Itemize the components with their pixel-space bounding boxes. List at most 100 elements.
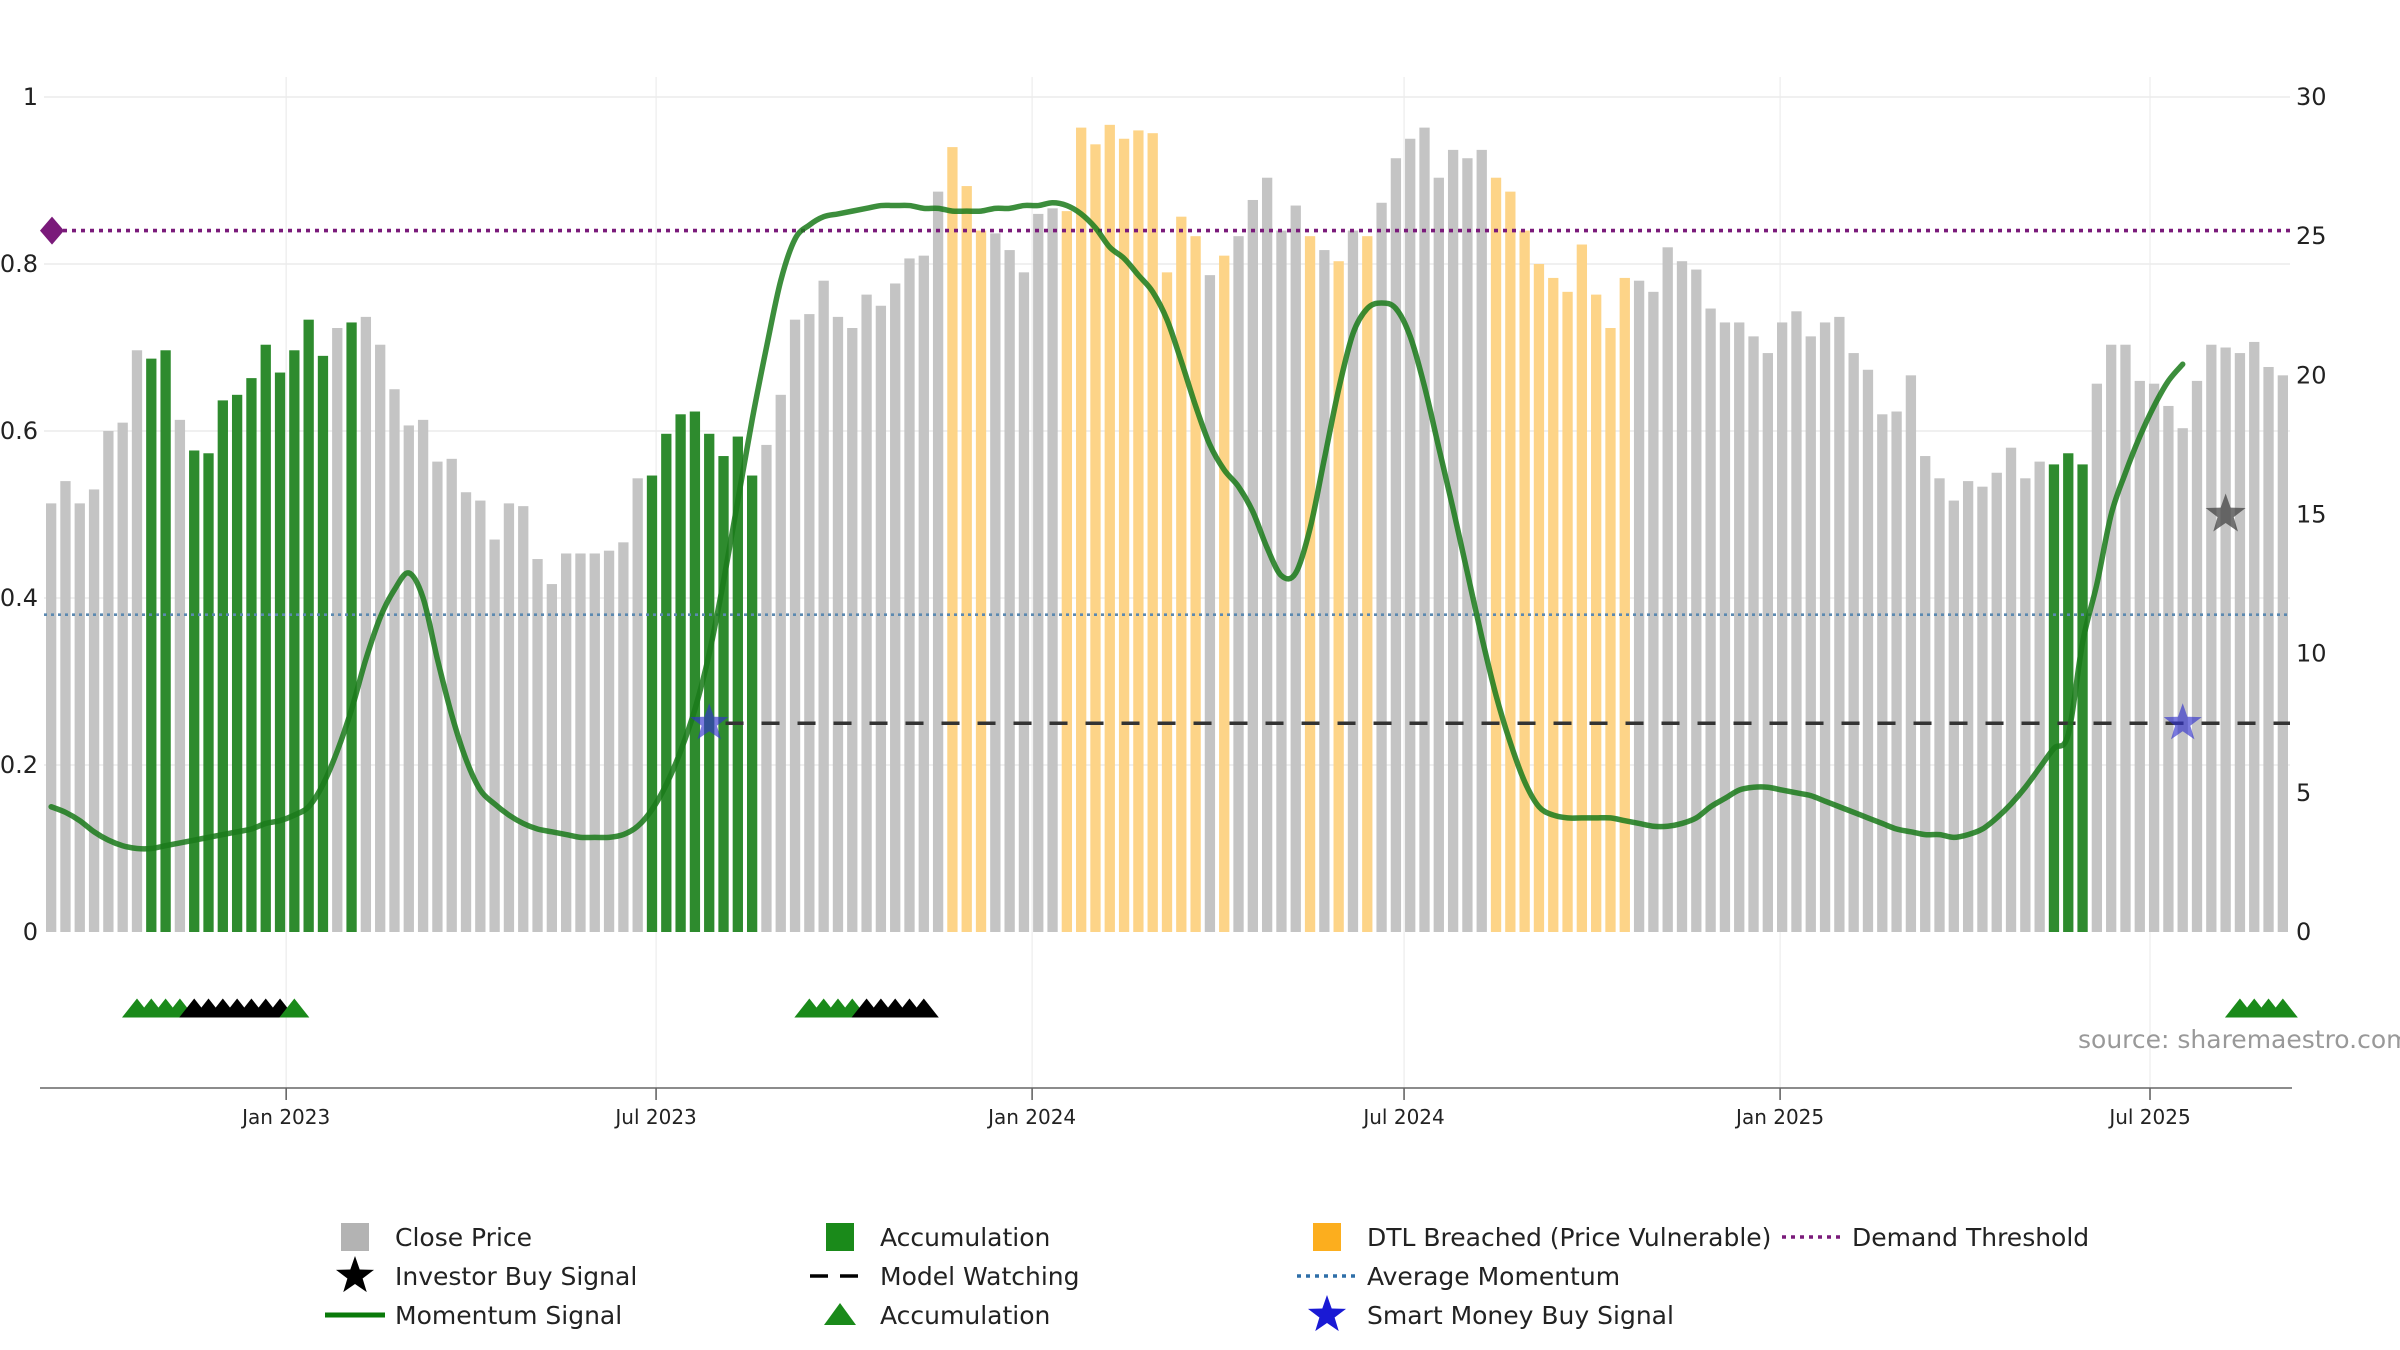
legend-entry: Close Price <box>341 1223 532 1252</box>
bar <box>1147 133 1158 932</box>
bar <box>289 350 300 932</box>
bar <box>1118 138 1130 932</box>
bar <box>847 328 858 932</box>
bar <box>990 233 1001 933</box>
bar <box>904 258 915 932</box>
bar <box>174 419 186 932</box>
left-tick-label: 0 <box>23 918 38 946</box>
bar <box>561 553 572 932</box>
bar <box>1333 261 1344 932</box>
legend-swatch-triangle <box>824 1303 856 1325</box>
bar <box>789 319 801 933</box>
bar <box>1233 236 1244 932</box>
bar <box>689 411 701 932</box>
bar <box>360 316 372 933</box>
bar <box>1405 138 1416 932</box>
bar <box>1691 269 1702 933</box>
bar <box>74 503 85 932</box>
left-tick-label: 1 <box>23 83 38 111</box>
bar <box>1490 177 1502 932</box>
bar <box>160 350 171 932</box>
bar <box>589 553 600 932</box>
bar <box>1562 291 1573 932</box>
bar <box>203 453 214 932</box>
bar <box>1905 375 1917 932</box>
bar <box>804 314 815 933</box>
bar <box>1548 277 1559 933</box>
bar <box>1576 244 1588 932</box>
bar <box>1791 311 1802 933</box>
bar <box>1219 255 1230 932</box>
bar <box>2220 347 2231 932</box>
bar <box>1376 202 1387 932</box>
legend-label: DTL Breached (Price Vulnerable) <box>1367 1223 1771 1252</box>
investor-triangle <box>908 998 939 1018</box>
tick-labels: Jan 2023 Jul 2023 Jan 2024 Jul 2024 Jan 2025… <box>0 83 2327 1129</box>
bar <box>932 191 944 933</box>
bar <box>1834 316 1845 933</box>
bar <box>1734 322 1745 932</box>
bar <box>503 503 515 932</box>
bar <box>2177 428 2188 932</box>
bar <box>2191 380 2203 932</box>
legend-entry: Smart Money Buy Signal <box>1307 1295 1674 1332</box>
bar <box>1033 213 1044 932</box>
bar <box>1018 272 1030 933</box>
bar <box>646 475 658 932</box>
bar <box>1591 294 1602 932</box>
bar <box>246 378 257 932</box>
smart-money-buy-star <box>2163 703 2202 740</box>
bar <box>1619 277 1630 933</box>
right-tick-label: 0 <box>2296 918 2311 946</box>
left-tick-label: 0.2 <box>0 751 38 779</box>
bar <box>732 436 743 932</box>
bar <box>375 344 386 932</box>
bar <box>1648 291 1659 932</box>
legend-label: Model Watching <box>880 1262 1080 1291</box>
bar <box>704 433 715 932</box>
bar <box>575 553 586 932</box>
momentum-line <box>48 200 2186 852</box>
bar <box>317 355 329 933</box>
bar <box>346 322 357 932</box>
bar <box>131 350 143 932</box>
bar <box>746 475 758 932</box>
bar <box>1762 353 1773 933</box>
bar <box>446 458 457 932</box>
legend-entry: Investor Buy Signal <box>335 1256 637 1293</box>
bar <box>1934 478 1945 932</box>
bar <box>146 358 157 933</box>
bar <box>189 450 200 932</box>
bar <box>489 539 500 932</box>
legend-label: Accumulation <box>880 1301 1050 1330</box>
bar <box>1176 216 1187 932</box>
bar <box>1304 236 1316 932</box>
bar <box>1090 144 1101 933</box>
bar <box>1719 322 1731 932</box>
bar <box>2234 353 2246 933</box>
bar <box>1447 149 1459 933</box>
left-tick-label: 0.6 <box>0 417 38 445</box>
bar <box>117 422 128 932</box>
legend-entry: Momentum Signal <box>325 1301 622 1330</box>
legend-entry: Demand Threshold <box>1782 1223 2089 1252</box>
accumulation-triangle <box>279 998 310 1018</box>
bar <box>518 506 529 932</box>
bar <box>1633 280 1645 932</box>
smart-money-buy-star <box>690 703 729 740</box>
bar <box>403 425 414 932</box>
bar <box>818 280 829 932</box>
legend-label: Close Price <box>395 1223 532 1252</box>
bar <box>1319 250 1330 933</box>
bar <box>2077 464 2088 932</box>
bar <box>1662 247 1673 933</box>
x-tick-label: Jul 2025 <box>2107 1105 2190 1129</box>
bar <box>1920 456 1931 932</box>
bar <box>546 584 558 932</box>
x-tick-label: Jan 2025 <box>1734 1105 1824 1129</box>
bar <box>274 372 286 932</box>
bar <box>775 394 786 933</box>
bar <box>1819 322 1831 932</box>
bar <box>1104 124 1115 933</box>
bar <box>60 481 71 932</box>
